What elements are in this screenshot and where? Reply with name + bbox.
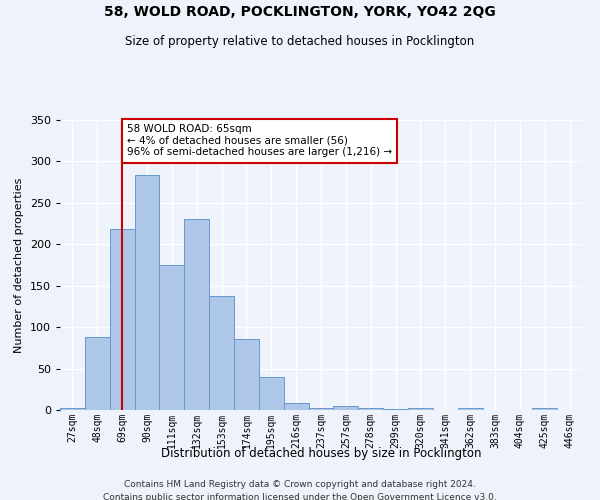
Bar [358, 408, 383, 410]
Bar [110, 230, 134, 410]
Y-axis label: Number of detached properties: Number of detached properties [14, 178, 24, 352]
Text: 58 WOLD ROAD: 65sqm
← 4% of detached houses are smaller (56)
96% of semi-detache: 58 WOLD ROAD: 65sqm ← 4% of detached hou… [127, 124, 392, 158]
Text: 58, WOLD ROAD, POCKLINGTON, YORK, YO42 2QG: 58, WOLD ROAD, POCKLINGTON, YORK, YO42 2… [104, 5, 496, 19]
Bar [383, 409, 408, 410]
Text: Distribution of detached houses by size in Pocklington: Distribution of detached houses by size … [161, 448, 481, 460]
Text: Contains HM Land Registry data © Crown copyright and database right 2024.: Contains HM Land Registry data © Crown c… [124, 480, 476, 489]
Bar [85, 337, 110, 410]
Bar [134, 174, 160, 410]
Bar [334, 406, 358, 410]
Bar [184, 218, 209, 410]
Bar [308, 408, 334, 410]
Bar [160, 265, 184, 410]
Text: Size of property relative to detached houses in Pocklington: Size of property relative to detached ho… [125, 35, 475, 48]
Bar [284, 402, 308, 410]
Bar [234, 338, 259, 410]
Bar [408, 408, 433, 410]
Bar [259, 377, 284, 410]
Text: Contains public sector information licensed under the Open Government Licence v3: Contains public sector information licen… [103, 492, 497, 500]
Bar [532, 408, 557, 410]
Bar [458, 408, 482, 410]
Bar [209, 296, 234, 410]
Bar [60, 408, 85, 410]
